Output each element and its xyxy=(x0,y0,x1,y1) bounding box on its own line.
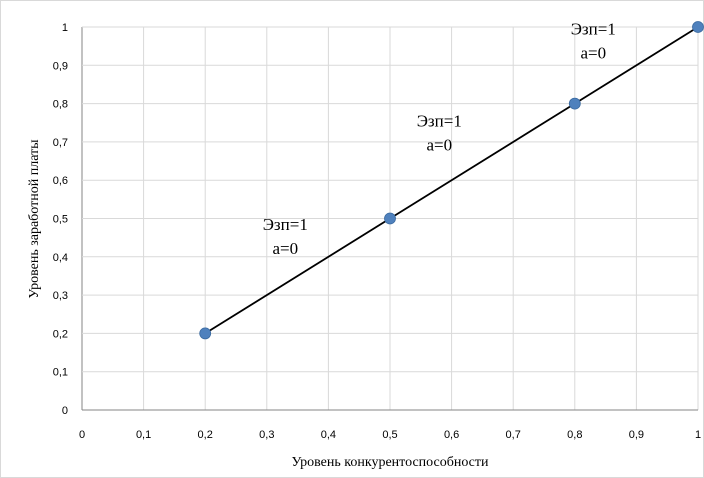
y-tick-label: 0,2 xyxy=(53,328,68,340)
annotations: Эзп=1 a=0 Эзп=1 a=0 Эзп=1 a=0 xyxy=(263,20,616,258)
y-tick-label: 0,9 xyxy=(53,60,68,72)
x-axis-title: Уровень конкурентоспособности xyxy=(291,455,489,470)
x-tick-labels: 0 0,1 0,2 0,3 0,4 0,5 0,6 0,7 0,8 0,9 1 xyxy=(79,429,701,441)
x-tick-label: 0,1 xyxy=(136,429,151,441)
annotation-label: a=0 xyxy=(426,136,452,155)
x-tick-label: 0,4 xyxy=(321,429,336,441)
series-line-group xyxy=(204,26,699,335)
annotation-label: Эзп=1 xyxy=(417,112,462,131)
x-tick-label: 1 xyxy=(695,429,701,441)
y-tick-label: 1 xyxy=(62,22,68,34)
x-tick-label: 0,2 xyxy=(198,429,213,441)
y-tick-label: 0,8 xyxy=(53,99,68,111)
y-tick-label: 0,4 xyxy=(53,252,68,264)
x-tick-label: 0,3 xyxy=(259,429,274,441)
x-tick-label: 0 xyxy=(79,429,85,441)
x-tick-label: 0,9 xyxy=(629,429,644,441)
x-tick-label: 0,5 xyxy=(382,429,397,441)
data-point xyxy=(199,327,212,340)
y-tick-label: 0,7 xyxy=(53,137,68,149)
grid xyxy=(81,26,699,411)
y-tick-label: 0,3 xyxy=(53,290,68,302)
x-tick-label: 0,6 xyxy=(444,429,459,441)
x-tick-label: 0,7 xyxy=(506,429,521,441)
data-point xyxy=(568,97,581,110)
y-tick-label: 0,5 xyxy=(53,214,68,226)
y-tick-label: 0,1 xyxy=(53,367,68,379)
x-tick-label: 0,8 xyxy=(567,429,582,441)
annotation-label: a=0 xyxy=(580,44,606,63)
data-point xyxy=(384,212,396,225)
data-points xyxy=(199,21,704,340)
annotation-label: Эзп=1 xyxy=(263,215,308,234)
y-axis-title: Уровень заработной платы xyxy=(27,139,42,299)
annotation-label: Эзп=1 xyxy=(571,20,616,39)
y-tick-label: 0,6 xyxy=(53,175,68,187)
data-point xyxy=(692,21,704,33)
y-tick-labels: 0 0,1 0,2 0,3 0,4 0,5 0,6 0,7 0,8 0,9 1 xyxy=(53,22,68,417)
annotation-label: a=0 xyxy=(272,239,298,258)
y-tick-label: 0 xyxy=(62,405,68,417)
series-line xyxy=(204,26,699,335)
